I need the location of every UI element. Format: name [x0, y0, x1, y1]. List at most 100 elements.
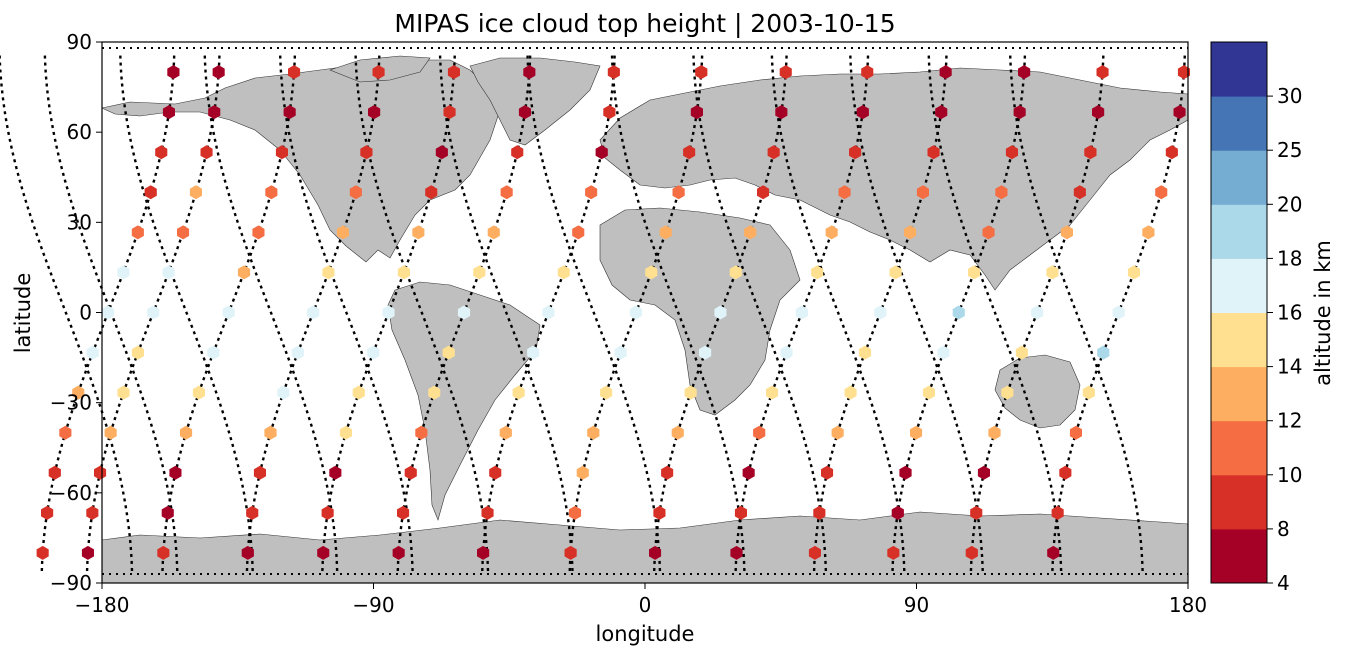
cloud-top-marker	[147, 305, 160, 320]
cloud-top-marker	[1018, 65, 1031, 80]
cloud-top-marker	[511, 145, 524, 160]
colorbar-segment	[1211, 150, 1267, 205]
cloud-top-marker	[730, 545, 743, 560]
cloud-top-marker	[1097, 345, 1110, 360]
cloud-top-marker	[397, 505, 410, 520]
cloud-top-marker	[572, 225, 585, 240]
y-axis: −90 −60 −30 0 30 60 90	[50, 30, 102, 595]
x-axis: −180 −90 0 90 180	[75, 583, 1207, 617]
cloud-top-marker	[481, 505, 494, 520]
y-axis-label: latitude	[11, 273, 35, 354]
cloud-top-marker	[937, 345, 950, 360]
cloud-top-marker	[415, 425, 428, 440]
cloud-top-marker	[1142, 225, 1155, 240]
colorbar-segment	[1211, 312, 1267, 368]
cloud-top-marker	[48, 465, 61, 480]
cloud-top-marker	[576, 465, 589, 480]
orbit-track-line	[119, 53, 254, 572]
x-tick-label: −90	[352, 593, 394, 617]
cloud-top-marker	[477, 545, 490, 560]
cloud-top-marker	[977, 465, 990, 480]
cloud-top-marker	[744, 225, 757, 240]
cloud-top-marker	[775, 105, 788, 120]
y-tick-label: 90	[67, 30, 92, 54]
cloud-top-marker	[982, 225, 995, 240]
land-eurasia	[599, 67, 1188, 291]
cloud-top-marker	[382, 305, 395, 320]
cloud-top-marker	[207, 345, 220, 360]
cloud-top-marker	[252, 225, 265, 240]
cloud-top-marker	[922, 385, 935, 400]
cloud-top-marker	[265, 185, 278, 200]
cloud-top-marker	[404, 465, 417, 480]
cloud-top-marker	[1082, 385, 1095, 400]
cloud-top-marker	[585, 185, 598, 200]
orbit-track-line	[438, 53, 574, 572]
cloud-top-marker	[714, 305, 727, 320]
cloud-top-marker	[542, 305, 555, 320]
orbit-track-line	[1008, 53, 1144, 572]
cloud-top-points	[36, 65, 1190, 560]
cloud-top-marker	[795, 305, 808, 320]
cloud-top-marker	[189, 185, 202, 200]
cloud-top-marker	[442, 345, 455, 360]
cloud-top-marker	[1031, 305, 1044, 320]
cloud-top-marker	[766, 385, 779, 400]
orbit-track-line	[203, 53, 339, 572]
cloud-top-marker	[317, 545, 330, 560]
cloud-top-marker	[277, 385, 290, 400]
cloud-top-marker	[1155, 185, 1168, 200]
cloud-top-marker	[339, 425, 352, 440]
cloud-top-marker	[821, 465, 834, 480]
cloud-top-marker	[425, 185, 438, 200]
cloud-top-marker	[607, 65, 620, 80]
orbit-track-line	[849, 53, 984, 572]
cloud-top-marker	[435, 145, 448, 160]
map-panel	[0, 41, 1190, 584]
cloud-top-marker	[649, 545, 662, 560]
cloud-top-marker	[600, 385, 613, 400]
cloud-top-marker	[264, 425, 277, 440]
cloud-top-marker	[131, 345, 144, 360]
cloud-top-marker	[1060, 225, 1073, 240]
cloud-top-marker	[457, 305, 471, 320]
cloud-top-marker	[916, 185, 929, 200]
cloud-top-marker	[1173, 105, 1186, 120]
colorbar-segment	[1211, 42, 1267, 97]
cloud-top-marker	[162, 105, 175, 120]
cloud-top-marker	[283, 105, 296, 120]
cloud-top-marker	[36, 545, 49, 560]
cloud-top-marker	[72, 385, 85, 400]
cloud-top-marker	[645, 265, 658, 280]
cloud-top-marker	[307, 305, 320, 320]
cloud-top-marker	[428, 385, 441, 400]
cloud-top-marker	[952, 305, 965, 320]
cloud-top-marker	[212, 65, 225, 80]
cloud-top-marker	[200, 145, 213, 160]
y-tick-label: −60	[50, 481, 92, 505]
colorbar: 4 8 10 12 14 16 18 20 25 30	[1210, 41, 1302, 595]
cloud-top-marker	[94, 465, 107, 480]
cloud-top-marker	[41, 505, 54, 520]
cloud-top-marker	[753, 425, 766, 440]
colorbar-tick-label: 4	[1277, 571, 1290, 595]
cloud-top-marker	[397, 265, 410, 280]
orbit-track-line	[927, 53, 1063, 572]
cloud-top-marker	[1069, 425, 1082, 440]
cloud-top-marker	[849, 145, 862, 160]
colorbar-tick-label: 30	[1277, 84, 1302, 108]
cloud-top-marker	[861, 65, 874, 80]
cloud-top-marker	[412, 225, 425, 240]
cloud-top-marker	[1112, 305, 1125, 320]
cloud-top-marker	[767, 145, 780, 160]
cloud-top-marker	[352, 385, 365, 400]
cloud-top-marker	[86, 505, 99, 520]
land-south-america	[387, 281, 541, 521]
cloud-top-marker	[729, 265, 742, 280]
x-tick-label: 180	[1169, 593, 1207, 617]
cloud-top-marker	[1092, 105, 1105, 120]
cloud-top-marker	[104, 425, 117, 440]
cloud-top-marker	[275, 145, 288, 160]
cloud-top-marker	[527, 345, 540, 360]
colorbar-tick-label: 12	[1277, 409, 1302, 433]
